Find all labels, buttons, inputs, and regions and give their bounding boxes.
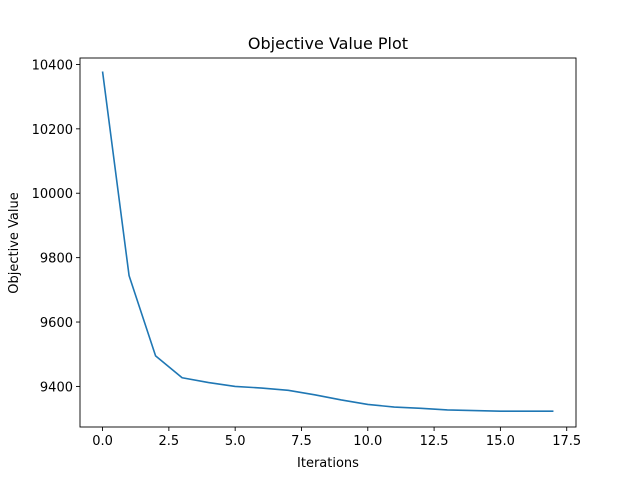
x-tick-label: 12.5	[420, 434, 449, 449]
x-axis-label: Iterations	[297, 456, 359, 471]
x-tick-label: 10.0	[353, 434, 382, 449]
x-tick-label: 2.5	[159, 434, 180, 449]
data-point	[394, 406, 396, 408]
data-point	[340, 399, 342, 401]
x-tick-label: 15.0	[486, 434, 515, 449]
y-tick-label: 10200	[32, 123, 73, 138]
data-point	[287, 389, 289, 391]
data-point	[155, 355, 157, 357]
data-point	[447, 409, 449, 411]
data-point	[208, 382, 210, 384]
data-point	[553, 410, 555, 412]
data-point	[367, 404, 369, 406]
series-line-0	[101, 71, 554, 413]
data-point	[181, 377, 183, 379]
x-tick-label: 0.0	[92, 434, 113, 449]
x-tick-label: 5.0	[225, 434, 246, 449]
x-tick-label: 7.5	[291, 434, 312, 449]
data-point	[102, 71, 104, 73]
y-tick-label: 9400	[40, 380, 73, 395]
y-axis-label: Objective Value	[7, 192, 22, 293]
plot-area: 0.0 2.5 5.0 7.5 10.0 12.5 15.0 17.5 9400 9600 9800…	[32, 57, 581, 449]
data-point	[500, 410, 502, 412]
y-tick-label: 10000	[32, 187, 73, 202]
data-point	[314, 394, 316, 396]
data-point	[420, 408, 422, 410]
data-point	[261, 387, 263, 389]
y-tick-label: 9800	[40, 252, 73, 267]
y-tick-label: 9600	[40, 316, 73, 331]
x-tick-label: 17.5	[552, 434, 581, 449]
data-point	[473, 410, 475, 412]
y-tick-label: 10400	[32, 58, 73, 73]
chart-title: Objective Value Plot	[248, 34, 408, 53]
data-point	[234, 386, 236, 388]
data-point	[128, 275, 130, 277]
axes-frame	[79, 57, 577, 428]
data-point	[526, 410, 528, 412]
